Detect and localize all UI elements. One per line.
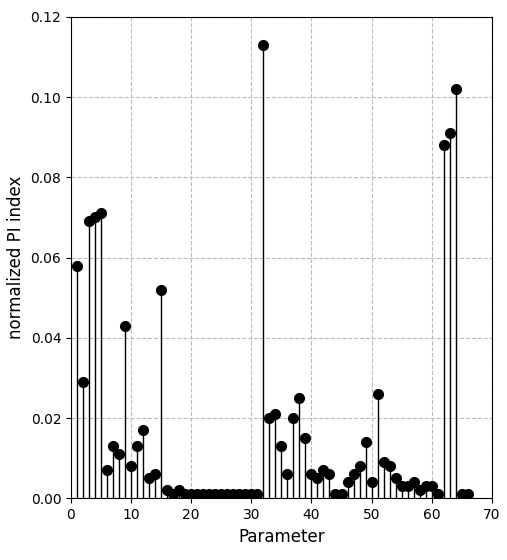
- X-axis label: Parameter: Parameter: [238, 528, 324, 545]
- Y-axis label: normalized PI index: normalized PI index: [7, 176, 25, 339]
